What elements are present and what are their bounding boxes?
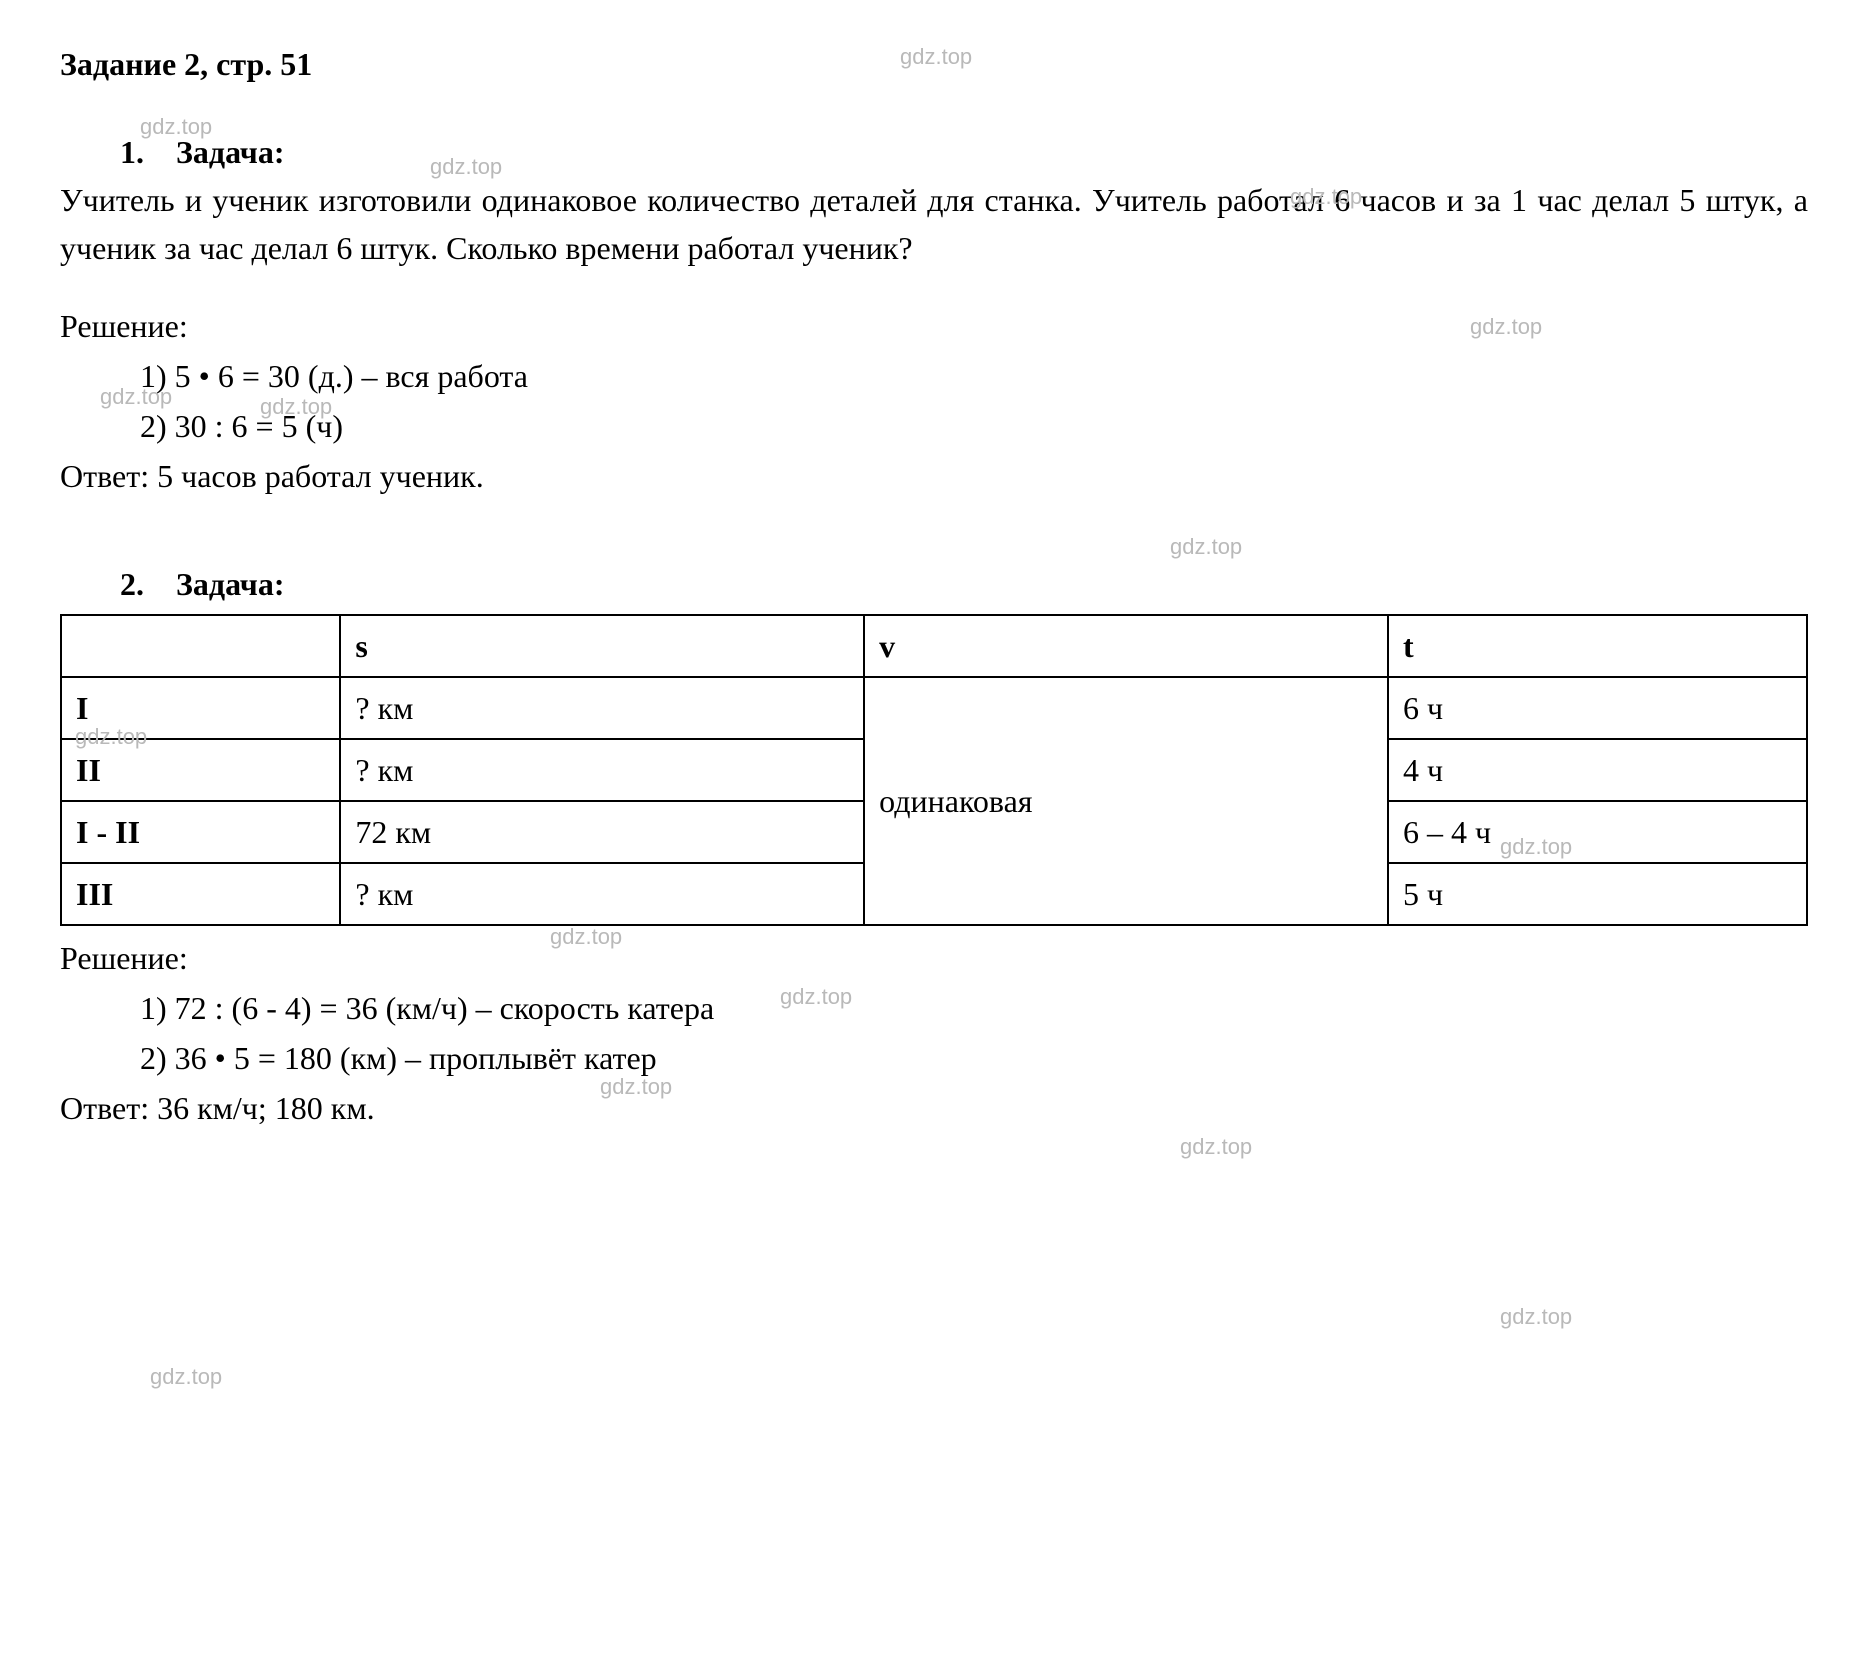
table-header-cell: s [340,615,864,677]
task1-label: Задача: [176,134,285,170]
task1-step: 1) 5 • 6 = 30 (д.) – вся работа [140,352,1808,400]
task1-solution-label: Решение: [60,302,1808,350]
task1-answer: Ответ: 5 часов работал ученик. [60,452,1808,500]
page-title: Задание 2, стр. 51 [60,40,1808,88]
table-cell: I [61,677,340,739]
table-row: I ? км одинаковая 6 ч [61,677,1807,739]
task2-answer: Ответ: 36 км/ч; 180 км. [60,1084,1808,1132]
task1-text: Учитель и ученик изготовили одинаковое к… [60,176,1808,272]
watermark: gdz.top [1500,1300,1572,1333]
table-cell: III [61,863,340,925]
table-header-cell [61,615,340,677]
table-cell: ? км [340,863,864,925]
table-cell-merged: одинаковая [864,677,1388,925]
task2-solution-label: Решение: [60,934,1808,982]
watermark: gdz.top [150,1360,222,1393]
table-cell: II [61,739,340,801]
table-cell: 4 ч [1388,739,1807,801]
table-cell: ? км [340,739,864,801]
task2-step: 1) 72 : (6 - 4) = 36 (км/ч) – скорость к… [140,984,1808,1032]
table-cell: 6 ч [1388,677,1807,739]
task2-number: 2. [120,566,144,602]
table-row: s v t [61,615,1807,677]
task1-number: 1. [120,134,144,170]
table-header-cell: v [864,615,1388,677]
table-cell: 72 км [340,801,864,863]
table-cell: 5 ч [1388,863,1807,925]
task1-step: 2) 30 : 6 = 5 (ч) [140,402,1808,450]
task2-table: s v t I ? км одинаковая 6 ч II ? км 4 ч … [60,614,1808,926]
table-cell: ? км [340,677,864,739]
task2-step: 2) 36 • 5 = 180 (км) – проплывёт катер [140,1034,1808,1082]
table-header-cell: t [1388,615,1807,677]
table-cell: I - II [61,801,340,863]
watermark: gdz.top [1180,1130,1252,1163]
table-cell: 6 – 4 ч [1388,801,1807,863]
task2-label: Задача: [176,566,285,602]
